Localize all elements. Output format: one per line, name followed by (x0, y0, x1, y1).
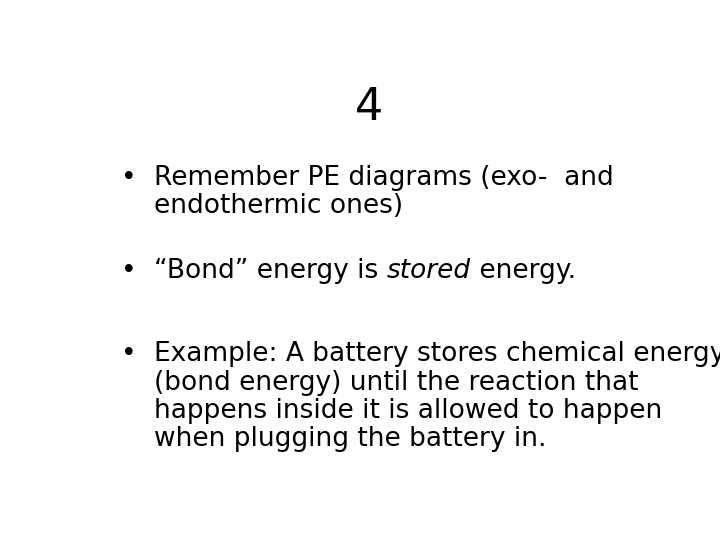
Text: 4: 4 (355, 85, 383, 129)
Text: (bond energy) until the reaction that: (bond energy) until the reaction that (154, 369, 639, 396)
Text: Example: A battery stores chemical energy: Example: A battery stores chemical energ… (154, 341, 720, 367)
Text: when plugging the battery in.: when plugging the battery in. (154, 426, 546, 452)
Text: •: • (121, 165, 136, 191)
Text: “Bond” energy is: “Bond” energy is (154, 258, 387, 284)
Text: happens inside it is allowed to happen: happens inside it is allowed to happen (154, 398, 662, 424)
Text: energy.: energy. (471, 258, 576, 284)
Text: •: • (121, 341, 136, 367)
Text: stored: stored (387, 258, 471, 284)
Text: endothermic ones): endothermic ones) (154, 193, 403, 219)
Text: •: • (121, 258, 136, 284)
Text: Remember PE diagrams (exo-  and: Remember PE diagrams (exo- and (154, 165, 614, 191)
